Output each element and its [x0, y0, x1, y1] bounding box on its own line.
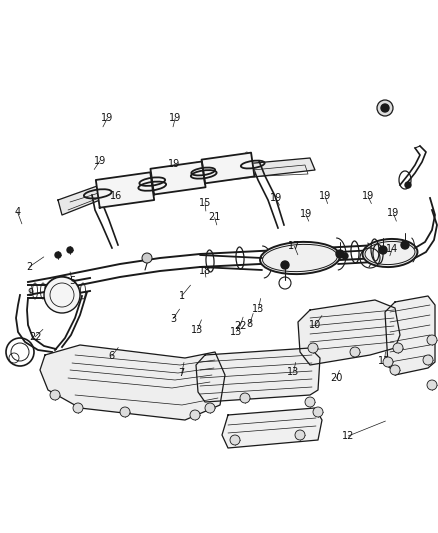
Circle shape [405, 182, 411, 188]
Text: 10: 10 [309, 320, 321, 330]
Text: 15: 15 [199, 198, 211, 207]
Text: 9: 9 [28, 288, 34, 298]
Polygon shape [298, 300, 400, 365]
Text: 13: 13 [230, 327, 243, 336]
Polygon shape [385, 296, 435, 375]
Circle shape [120, 407, 130, 417]
Circle shape [377, 100, 393, 116]
Text: 19: 19 [362, 191, 374, 201]
Polygon shape [58, 158, 315, 215]
Text: 3: 3 [170, 314, 176, 324]
Text: 19: 19 [94, 156, 106, 166]
Circle shape [44, 277, 80, 313]
Text: 7: 7 [179, 368, 185, 378]
Text: 22: 22 [234, 321, 246, 331]
Polygon shape [40, 345, 225, 420]
Polygon shape [196, 348, 320, 402]
Circle shape [401, 241, 409, 249]
Text: 13: 13 [252, 304, 265, 314]
Polygon shape [222, 408, 322, 448]
Circle shape [205, 403, 215, 413]
Text: 1: 1 [179, 291, 185, 301]
Circle shape [342, 253, 348, 259]
Polygon shape [201, 152, 254, 183]
Text: 17: 17 [288, 241, 300, 251]
Text: 22: 22 [29, 332, 41, 342]
Text: 19: 19 [169, 114, 181, 123]
Circle shape [281, 261, 289, 269]
Circle shape [230, 435, 240, 445]
Circle shape [393, 343, 403, 353]
Circle shape [427, 380, 437, 390]
Text: 4: 4 [14, 207, 21, 217]
Text: 8: 8 [247, 319, 253, 329]
Circle shape [423, 355, 433, 365]
Text: 19: 19 [270, 193, 282, 203]
Text: 19: 19 [300, 209, 312, 219]
Circle shape [381, 104, 389, 112]
Circle shape [427, 335, 437, 345]
Circle shape [190, 410, 200, 420]
Circle shape [390, 365, 400, 375]
Circle shape [67, 247, 73, 253]
Circle shape [313, 407, 323, 417]
Text: 13: 13 [287, 367, 300, 377]
Text: 19: 19 [319, 191, 331, 201]
Polygon shape [96, 172, 154, 208]
Circle shape [336, 250, 344, 258]
Text: 19: 19 [387, 208, 399, 218]
Text: 12: 12 [342, 431, 354, 441]
Circle shape [383, 357, 393, 367]
Circle shape [379, 246, 387, 254]
Circle shape [308, 343, 318, 353]
Text: 20: 20 [330, 374, 343, 383]
Text: 11: 11 [378, 357, 391, 366]
Ellipse shape [363, 239, 417, 267]
Circle shape [55, 252, 61, 258]
Text: 16: 16 [110, 191, 122, 201]
Circle shape [240, 393, 250, 403]
Text: 19: 19 [168, 159, 180, 169]
Text: 19: 19 [101, 114, 113, 123]
Text: 2: 2 [27, 262, 33, 271]
Text: 14: 14 [386, 245, 398, 254]
Text: 21: 21 [208, 213, 221, 222]
Circle shape [350, 347, 360, 357]
Circle shape [50, 390, 60, 400]
Circle shape [295, 430, 305, 440]
Circle shape [142, 253, 152, 263]
Ellipse shape [260, 242, 340, 274]
Circle shape [73, 403, 83, 413]
Circle shape [305, 397, 315, 407]
Polygon shape [150, 161, 205, 195]
Text: 18: 18 [199, 266, 211, 276]
Text: 13: 13 [191, 326, 203, 335]
Text: 6: 6 [109, 351, 115, 361]
Text: 5: 5 [69, 277, 75, 286]
